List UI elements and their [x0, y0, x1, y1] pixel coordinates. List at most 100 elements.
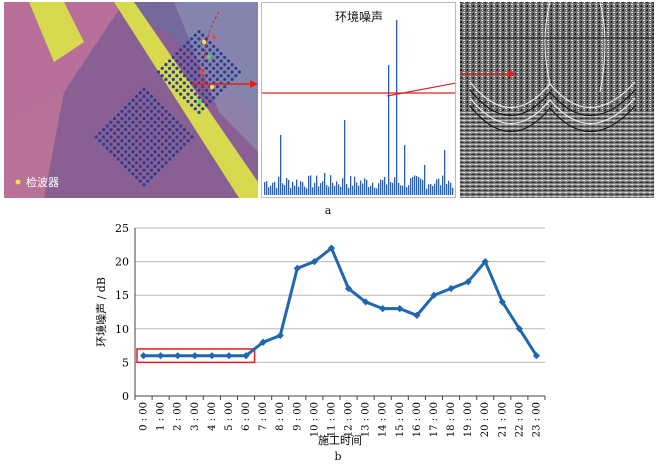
geophone-dot — [175, 88, 179, 92]
geophone-dot — [120, 139, 124, 143]
geophone-dot — [219, 59, 223, 63]
noise-spectrum-panel: 环境噪声 — [261, 2, 456, 198]
geophone-dot — [146, 113, 150, 117]
spectrum-bar — [268, 187, 270, 195]
geophone-dot — [193, 107, 197, 111]
geophone-dot — [149, 175, 153, 179]
geophone-dot — [164, 70, 168, 74]
geophone-dot — [135, 131, 139, 135]
x-tick-labels: 0 : 00 1 : 00 2 : 00 3 : 00 4 : 00 5 : 00 6 : … — [139, 402, 543, 437]
geophone-dot — [135, 146, 139, 150]
data-point — [191, 352, 199, 360]
geophone-dot — [171, 146, 175, 150]
geophone-dot — [219, 66, 223, 70]
geophone-dot — [197, 52, 201, 56]
geophone-dot — [168, 66, 172, 70]
highlight-box — [136, 348, 256, 364]
link-arrow-head — [250, 80, 258, 88]
spectrum-bar — [320, 183, 322, 195]
data-point — [310, 258, 318, 266]
spectrum-bar — [314, 182, 316, 195]
geophone-dot — [131, 106, 135, 110]
geophone-dot — [197, 44, 201, 48]
spectrum-bar — [348, 187, 350, 195]
geophone-dot — [127, 124, 131, 128]
x-tick-label: 6 : 00 — [241, 402, 252, 431]
geophone-dot — [138, 98, 142, 102]
geophone-dot — [127, 109, 131, 113]
caption-a: a — [324, 204, 332, 217]
geophone-dot — [190, 66, 194, 70]
geophone-dot — [109, 142, 113, 146]
geophone-dot — [182, 142, 186, 146]
geophone-dot — [212, 52, 216, 56]
spectrum-bar — [418, 176, 420, 195]
spectrum-bar — [428, 184, 430, 195]
geophone-dot — [160, 128, 164, 132]
spectrum-bar — [392, 182, 394, 195]
geophone-dot — [186, 77, 190, 81]
x-tick-label: 17 : 00 — [429, 402, 440, 437]
spectrum-bar — [372, 182, 374, 195]
spectrum-bar — [444, 150, 446, 195]
geophone-dot — [230, 63, 234, 67]
data-point — [225, 352, 233, 360]
geophone-dot — [138, 172, 142, 176]
spectrum-bar — [404, 145, 406, 195]
geophone-dot — [105, 131, 109, 135]
geophone-dot — [157, 102, 161, 106]
geophone-dot — [146, 91, 150, 95]
geophone-dot — [179, 77, 183, 81]
spectrum-bar — [362, 183, 364, 195]
spectrum-bar — [346, 184, 348, 195]
geophone-dot — [226, 59, 230, 63]
geophone-dot — [215, 85, 219, 89]
y-tick-label: 25 — [115, 222, 129, 235]
x-tick-label: 23 : 00 — [531, 402, 542, 437]
spectrum-bar — [426, 188, 428, 195]
geophone-dot — [124, 120, 128, 124]
spectrum-bar — [430, 183, 432, 195]
geophone-dot — [116, 113, 120, 117]
geophone-dot — [153, 135, 157, 139]
geophone-dot — [120, 153, 124, 157]
geophone-dot — [190, 44, 194, 48]
data-point — [515, 325, 523, 333]
geophone-dot — [182, 128, 186, 132]
data-point — [242, 352, 250, 360]
geophone-dot — [160, 142, 164, 146]
geophone-dot — [146, 164, 150, 168]
data-point — [464, 278, 472, 286]
spectrum-bar — [304, 186, 306, 195]
geophone-dot — [197, 37, 201, 41]
geophone-dot — [138, 120, 142, 124]
geophone-dot — [171, 85, 175, 89]
spectrum-bar — [302, 182, 304, 195]
spectrum-bar — [440, 185, 442, 195]
spectrum-bar — [310, 175, 312, 195]
geophone-dot — [120, 146, 124, 150]
geophone-dot — [179, 131, 183, 135]
spectrum-bar — [452, 187, 454, 195]
geophone-dot — [186, 92, 190, 96]
geophone-marker — [206, 54, 212, 60]
spectrum-bar — [402, 185, 404, 195]
geophone-dot — [190, 96, 194, 100]
geophone-dot — [157, 139, 161, 143]
geophone-dot — [138, 164, 142, 168]
geophone-dot — [208, 41, 212, 45]
geophone-dot — [197, 66, 201, 70]
spectrum-bar — [280, 135, 282, 195]
geophone-dot — [127, 161, 131, 165]
geophone-dot — [149, 161, 153, 165]
geophone-marker — [211, 34, 217, 40]
geophone-dot — [124, 128, 128, 132]
geophone-dot — [160, 66, 164, 70]
geophone-marker — [201, 39, 207, 45]
data-point — [259, 338, 267, 346]
geophone-dot — [138, 128, 142, 132]
spectrum-bar — [364, 178, 366, 195]
geophone-dot — [179, 146, 183, 150]
geophone-dot — [146, 128, 150, 132]
data-point — [208, 352, 216, 360]
